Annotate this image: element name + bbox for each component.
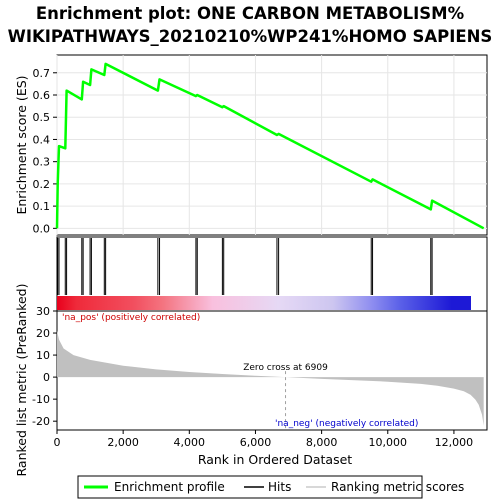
- zero-cross-label: Zero cross at 6909: [243, 363, 328, 373]
- hits-panel: [56, 236, 488, 312]
- chart-title-line-1: Enrichment plot: ONE CARBON METABOLISM%: [36, 4, 465, 23]
- x-tick-label: 2,000: [107, 436, 139, 449]
- metric-y-tick-label: 20: [36, 327, 50, 340]
- metric-y-tick-label: -10: [32, 393, 50, 406]
- x-tick-label: 4,000: [174, 436, 206, 449]
- metric-y-tick-label: 10: [36, 349, 50, 362]
- legend-hits-label: Hits: [268, 480, 291, 494]
- es-y-tick-label: 0.6: [33, 89, 51, 102]
- hit-marks: [57, 238, 433, 295]
- es-axis-label: Enrichment score (ES): [14, 75, 29, 214]
- x-tick-label: 10,000: [369, 436, 408, 449]
- negative-correlation-label: 'na_neg' (negatively correlated): [275, 419, 418, 429]
- x-tick-label: 0: [54, 436, 61, 449]
- enrichment-profile-line: [55, 62, 485, 230]
- enrichment-score-panel: 0.0 0.1 0.2 0.3 0.4 0.5 0.6 0.7 Enrichment scor…: [14, 54, 488, 236]
- es-y-axis: 0.0 0.1 0.2 0.3 0.4 0.5 0.6 0.7: [33, 67, 57, 235]
- es-y-tick-label: 0.2: [33, 178, 51, 191]
- es-y-tick-label: 0.1: [33, 200, 51, 213]
- positive-correlation-label: 'na_pos' (positively correlated): [62, 313, 200, 323]
- es-gridlines: [56, 55, 487, 235]
- metric-y-axis: -20 -10 0 10 20 30: [32, 305, 57, 428]
- es-plot-frame: [56, 54, 488, 236]
- x-tick-label: 6,000: [240, 436, 272, 449]
- es-y-tick-label: 0.3: [33, 156, 51, 169]
- ranked-metric-panel: Zero cross at 6909 'na_pos' (positively …: [14, 284, 488, 477]
- metric-y-tick-label: 0: [43, 371, 50, 384]
- metric-axis-label: Ranked list metric (PreRanked): [14, 284, 29, 477]
- es-y-tick-label: 0.7: [33, 67, 51, 80]
- legend-metric-label: Ranking metric scores: [331, 480, 464, 494]
- chart-title-line-2: WIKIPATHWAYS_20210210%WP241%HOMO SAPIENS: [8, 27, 493, 46]
- x-tick-label: 12,000: [435, 436, 474, 449]
- es-y-tick-label: 0.5: [33, 111, 51, 124]
- metric-y-tick-label: 30: [36, 305, 50, 318]
- ranking-color-bar: [57, 296, 471, 310]
- es-y-tick-label: 0.0: [33, 222, 51, 235]
- x-axis: 0 2,000 4,000 6,000 8,000 10,000 12,000: [54, 430, 474, 449]
- ranking-metric-area: [57, 330, 484, 426]
- legend-enrichment-label: Enrichment profile: [114, 480, 225, 494]
- metric-y-tick-label: -20: [32, 415, 50, 428]
- legend: Enrichment profile Hits Ranking metric s…: [77, 475, 464, 499]
- x-tick-label: 8,000: [306, 436, 338, 449]
- es-y-tick-label: 0.4: [33, 133, 51, 146]
- x-axis-label: Rank in Ordered Dataset: [198, 452, 352, 467]
